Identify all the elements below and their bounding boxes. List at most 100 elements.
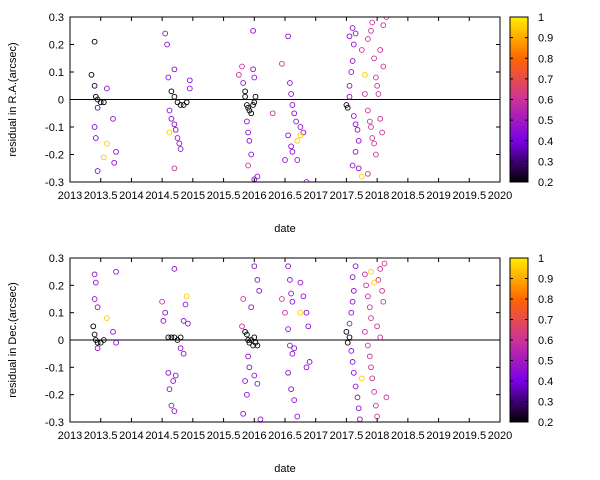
data-point [168, 402, 175, 409]
colorbar-tick-label: 0.2 [538, 417, 553, 429]
data-point [350, 369, 357, 376]
data-point [242, 88, 248, 95]
colorbar-tick-label: 0.4 [538, 376, 553, 388]
colorbar-tick-label: 0.8 [538, 53, 553, 65]
data-point [165, 369, 172, 376]
data-point [377, 334, 384, 341]
y-tick-label: 0.2 [49, 280, 64, 292]
data-point [251, 74, 258, 81]
data-point [177, 102, 184, 108]
data-point [245, 337, 251, 343]
data-point [185, 320, 191, 327]
data-point [171, 121, 178, 128]
data-point [297, 132, 304, 139]
data-point [379, 129, 385, 136]
colorbar-tick-label: 0.8 [538, 294, 553, 306]
x-tick-label: 2018 [365, 430, 389, 442]
data-point [365, 36, 371, 42]
data-point [239, 323, 245, 330]
data-point [100, 154, 107, 161]
x-tick-label: 2019 [426, 430, 450, 442]
data-point [100, 337, 107, 343]
data-point [97, 339, 104, 346]
data-point [354, 126, 361, 133]
y-tick-label: -0.1 [45, 122, 64, 134]
data-point [289, 298, 296, 305]
x-tick-label: 2014.5 [145, 430, 179, 442]
data-point [177, 334, 184, 341]
data-point [91, 124, 98, 130]
data-point [355, 165, 362, 172]
data-point [171, 408, 178, 414]
data-point [381, 260, 388, 267]
data-point [90, 323, 97, 330]
data-point [366, 118, 373, 125]
panel-2: 2013 2013.5 2014 2014.5 2015 2015.5 2016 2016.5… [7, 253, 553, 475]
colorbar-tick-label: 0.5 [538, 356, 553, 368]
data-point [240, 80, 247, 86]
data-point [362, 328, 368, 335]
data-point [297, 279, 304, 286]
data-point [291, 110, 298, 117]
data-point [383, 394, 390, 401]
data-point [180, 318, 187, 324]
y-tick-label: -0.1 [45, 362, 64, 374]
x-tick-label: 2019.5 [452, 430, 486, 442]
data-point [248, 304, 255, 311]
data-point [368, 364, 374, 371]
x-tick-label: 2017 [303, 430, 327, 442]
x-tick-label: 2017.5 [330, 430, 364, 442]
data-point [348, 348, 355, 354]
x-tick-label: 2019 [426, 190, 450, 202]
data-point [176, 140, 183, 147]
data-point [180, 350, 187, 357]
data-point [162, 30, 169, 37]
data-point [285, 33, 291, 40]
y-tick-label: -0.3 [45, 177, 64, 189]
data-point [379, 287, 385, 294]
data-point [371, 279, 377, 286]
data-point [371, 55, 377, 62]
data-point [182, 301, 189, 308]
data-point [375, 91, 382, 97]
data-point [352, 30, 359, 37]
data-point [344, 104, 351, 111]
data-point [94, 339, 101, 346]
data-point [251, 99, 258, 106]
data-point [165, 334, 172, 341]
data-point [349, 162, 356, 169]
x-tick-label: 2015.5 [207, 430, 241, 442]
data-point [349, 25, 356, 31]
data-point [92, 135, 99, 141]
data-point [369, 19, 376, 26]
data-point [174, 99, 181, 106]
y-tick-label: 0 [58, 335, 64, 347]
data-point [244, 391, 250, 398]
data-point [269, 110, 276, 117]
y-tick-label: 0.3 [49, 12, 64, 24]
data-point [177, 345, 184, 352]
data-point [350, 41, 357, 48]
data-point [245, 104, 251, 111]
data-point [348, 69, 355, 75]
data-point [294, 157, 301, 163]
data-point [160, 318, 167, 324]
data-point [170, 378, 177, 384]
data-point [366, 304, 373, 311]
data-point [358, 173, 365, 180]
data-point [111, 159, 118, 166]
data-point [251, 372, 258, 379]
data-point [344, 339, 351, 346]
colorbar-tick-label: 0.6 [538, 95, 553, 107]
x-tick-label: 2013.5 [84, 430, 118, 442]
data-point [171, 165, 178, 172]
data-point [250, 102, 256, 108]
data-point [293, 118, 299, 125]
data-point [365, 170, 371, 177]
data-point [245, 353, 251, 360]
x-tick-label: 2013.5 [84, 190, 118, 202]
colorbar-tick-label: 0.7 [538, 315, 553, 327]
data-point [303, 179, 310, 182]
data-point [291, 397, 298, 403]
